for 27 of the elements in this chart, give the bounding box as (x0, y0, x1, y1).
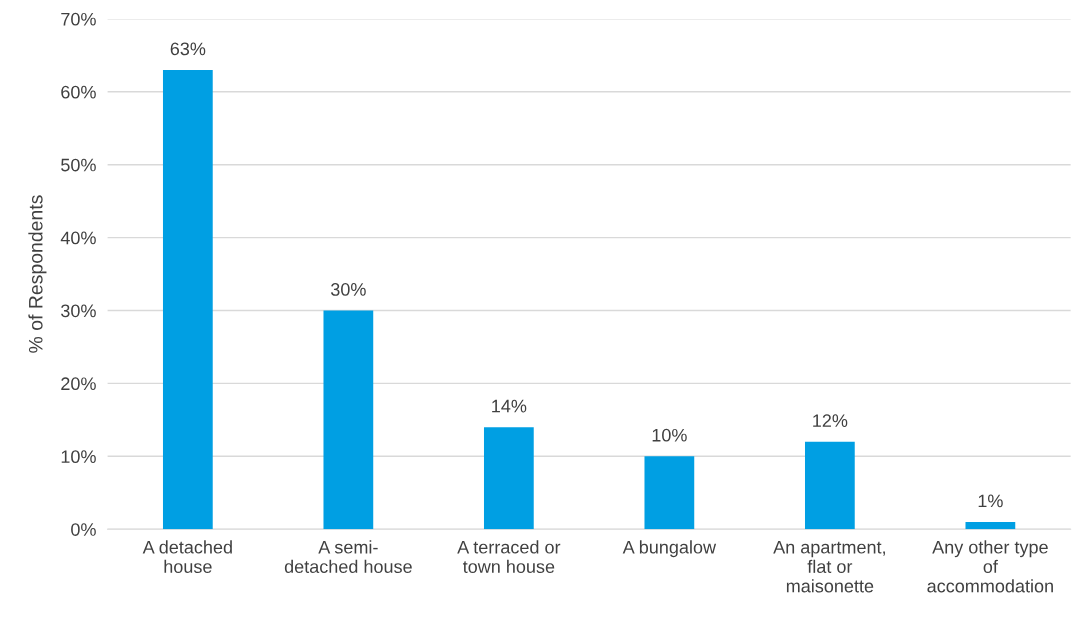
data-label: 10% (652, 428, 687, 442)
x-tick-label: A terraced or town house (457, 540, 561, 574)
data-label: 1% (978, 494, 1003, 508)
x-tick-label: Any other type of accommodation (927, 540, 1053, 593)
data-label: 30% (330, 283, 366, 296)
y-tick-label: 50% (61, 158, 96, 172)
y-tick-label: 40% (60, 231, 96, 245)
data-label: 63% (170, 42, 206, 56)
bar (804, 441, 855, 530)
bar (965, 521, 1016, 530)
y-tick-label: 30% (61, 304, 96, 318)
bar (323, 310, 374, 530)
data-label: 14% (492, 399, 527, 413)
bar (162, 69, 213, 530)
data-label: 12% (813, 414, 848, 427)
x-tick-label: A semi- detached house (284, 540, 412, 574)
bar (483, 427, 534, 530)
x-tick-label: A detached house (142, 540, 232, 574)
bar (644, 456, 695, 530)
x-tick-label: An apartment, flat or maisonette (773, 540, 885, 593)
y-tick-label: 10% (61, 450, 96, 464)
y-tick-label: 0% (71, 523, 96, 536)
y-axis-title: % of Respondents (28, 195, 47, 353)
x-tick-label: A bungalow (622, 540, 717, 558)
y-tick-label: 70% (61, 12, 96, 26)
y-tick-label: 20% (61, 377, 96, 391)
y-tick-label: 60% (61, 85, 96, 99)
